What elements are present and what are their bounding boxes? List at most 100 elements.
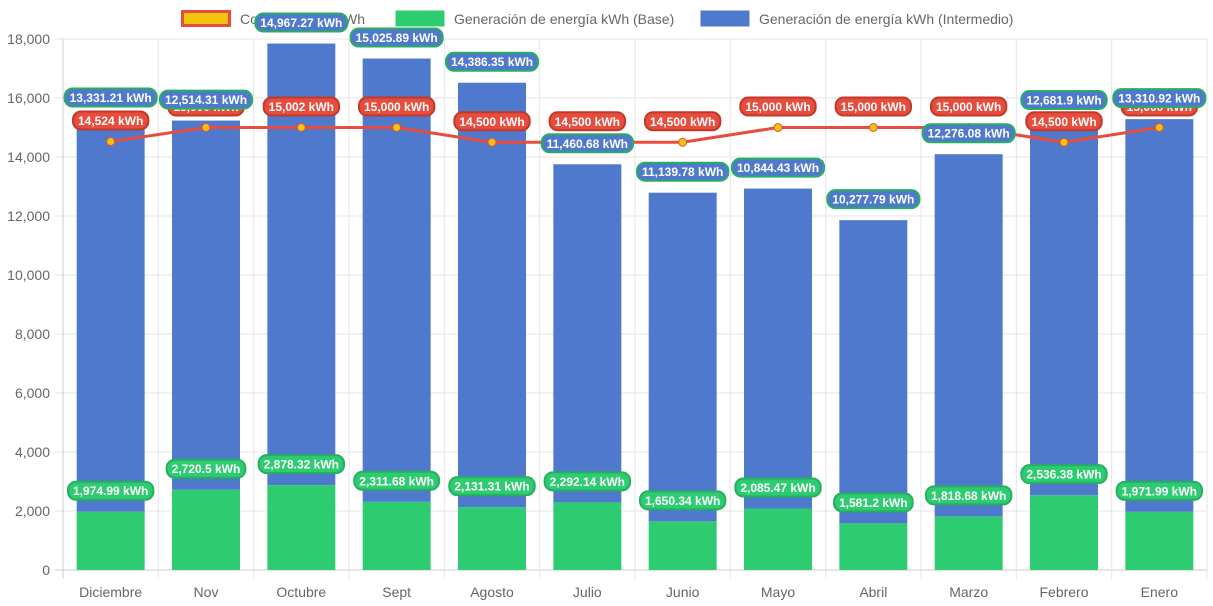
y-tick-label: 14,000 (7, 149, 50, 165)
x-tick-label: Abril (859, 584, 887, 600)
data-label-bg (548, 111, 627, 132)
bar-intermedio (1030, 121, 1098, 496)
legend-swatch (181, 10, 231, 27)
data-label-intermedio: 12,681.9 kWh (1020, 90, 1108, 111)
y-tick-label: 6,000 (15, 385, 50, 401)
data-label-text: 1,974.99 kWh (73, 484, 148, 498)
data-label-bg (257, 454, 346, 475)
y-tick-label: 12,000 (7, 208, 50, 224)
line-point (392, 123, 402, 132)
data-label-text: 2,536.38 kWh (1026, 468, 1101, 482)
x-tick-label: Octubre (276, 584, 326, 600)
data-label-base: 1,818.68 kWh (924, 485, 1013, 506)
bar-base (76, 511, 145, 570)
data-label-bg (357, 96, 436, 117)
bar-intermedio (553, 164, 622, 503)
data-label-bg (448, 476, 536, 497)
data-label-bg (730, 157, 826, 178)
data-label-base: 2,878.32 kWh (257, 454, 346, 475)
data-label-base: 2,085.47 kWh (734, 477, 822, 498)
line-point (1059, 137, 1069, 147)
x-tick-label: Nov (194, 584, 219, 600)
y-tick-label: 18,000 (7, 31, 50, 47)
legend-item[interactable]: Generación de energía kWh (Base) (394, 9, 674, 28)
data-label-text: 12,514.31 kWh (165, 93, 247, 107)
data-label-bg (444, 51, 540, 72)
bar-intermedio (76, 118, 145, 512)
data-label-consumo: 15,000 kWh (739, 96, 817, 117)
x-tick-label: Junio (666, 584, 700, 600)
data-label-text: 11,139.78 kWh (642, 165, 723, 179)
data-label-bg (734, 477, 822, 498)
x-tick-label: Julio (573, 584, 602, 600)
data-label-text: 14,500 kWh (1031, 115, 1096, 129)
data-label-bg (453, 111, 531, 132)
data-label-intermedio: 14,967.27 kWh (254, 12, 349, 33)
x-tick-label: Sept (382, 584, 411, 600)
data-label-intermedio: 10,277.79 kWh (826, 189, 921, 210)
data-label-text: 15,000 kWh (364, 100, 429, 114)
legend-swatch (699, 9, 751, 28)
line-point (106, 137, 116, 147)
data-label-text: 14,524 kWh (78, 114, 143, 128)
data-label-intermedio: 13,331.21 kWh (63, 87, 158, 108)
data-label-text: 15,000 kWh (745, 100, 810, 114)
y-axis: 0 2,000 4,000 6,000 8,000 10,000 12,000 14,000 1… (7, 31, 50, 578)
y-tick-label: 2,000 (15, 503, 50, 519)
bar-base (1030, 495, 1098, 570)
line-point (201, 123, 211, 132)
data-label-intermedio: 13,310.92 kWh (1112, 88, 1207, 109)
bar-base (362, 501, 431, 570)
data-label-consumo: 14,500 kWh (548, 111, 627, 132)
data-label-consumo: 14,500 kWh (453, 111, 531, 132)
data-label-bg (540, 133, 635, 154)
data-label-text: 1,650.34 kWh (645, 494, 720, 508)
data-label-bg (543, 471, 632, 492)
data-label-text: 14,500 kWh (650, 115, 715, 129)
bar-base (458, 507, 526, 570)
y-tick-label: 10,000 (7, 267, 50, 283)
bar-base (648, 521, 717, 570)
data-label-text: 14,386.35 kWh (451, 55, 533, 69)
data-label-base: 2,720.5 kWh (165, 458, 247, 479)
y-tick-label: 0 (42, 562, 50, 578)
bar-base (172, 489, 240, 570)
bar-intermedio (744, 188, 812, 509)
legend-item[interactable]: Generación de energía kWh (Intermedio) (699, 9, 1013, 28)
data-label-text: 14,500 kWh (459, 115, 524, 129)
data-label-bg (643, 111, 722, 132)
data-label-intermedio: 12,276.08 kWh (921, 123, 1016, 144)
data-label-bg (834, 96, 913, 117)
x-tick-label: Mayo (761, 584, 795, 600)
line-point (296, 122, 306, 132)
x-axis: Diciembre Nov Octubre Sept Agosto Julio Junio M… (79, 584, 1178, 600)
bar-base (267, 485, 336, 570)
bar-base (553, 502, 622, 570)
data-label-bg (832, 492, 914, 513)
data-label-bg (66, 480, 155, 501)
data-label-text: 12,276.08 kWh (928, 127, 1010, 141)
bar-intermedio (172, 120, 240, 490)
data-label-bg (165, 458, 247, 479)
data-label-bg (924, 485, 1013, 506)
data-label-bg (635, 161, 730, 182)
data-label-bg (1115, 480, 1204, 501)
data-label-text: 2,131.31 kWh (454, 480, 529, 494)
data-label-bg (1020, 464, 1108, 485)
data-label-base: 1,974.99 kWh (66, 480, 155, 501)
data-label-base: 1,971.99 kWh (1115, 480, 1204, 501)
data-label-bg (71, 110, 150, 131)
data-label-consumo: 15,000 kWh (929, 96, 1008, 117)
data-label-bg (63, 87, 158, 108)
data-label-bg (158, 89, 254, 110)
x-tick-label: Enero (1141, 584, 1179, 600)
data-label-bg (1025, 111, 1103, 132)
data-label-intermedio: 12,514.31 kWh (158, 89, 254, 110)
data-label-text: 11,460.68 kWh (547, 137, 628, 151)
data-label-text: 13,331.21 kWh (70, 91, 152, 105)
bar-intermedio (839, 220, 908, 524)
data-label-base: 2,311.68 kWh (353, 470, 441, 491)
data-label-text: 1,971.99 kWh (1122, 484, 1197, 498)
line-point (678, 137, 688, 147)
